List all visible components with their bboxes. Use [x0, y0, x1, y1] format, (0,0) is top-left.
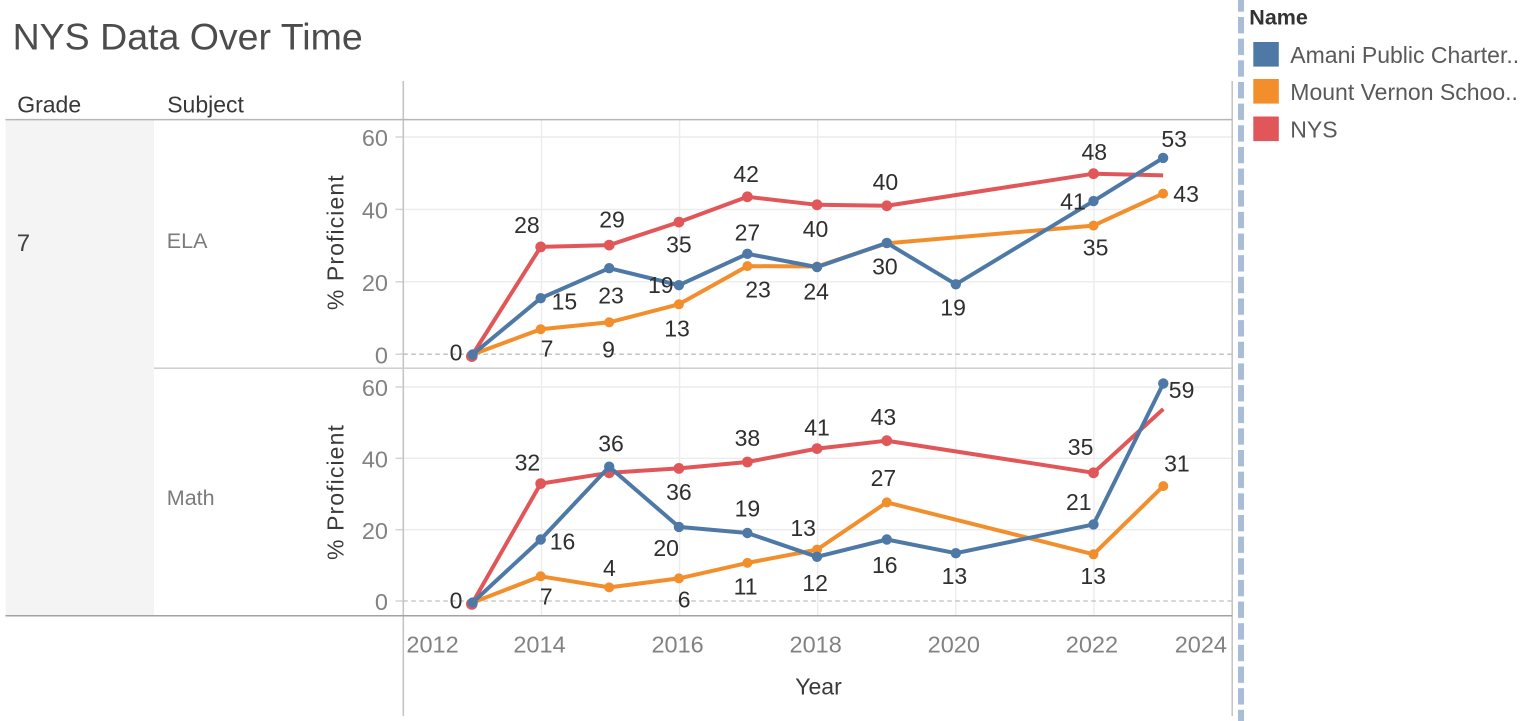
svg-text:7: 7: [541, 335, 554, 361]
svg-text:41: 41: [804, 414, 830, 440]
svg-text:0: 0: [375, 589, 388, 615]
svg-text:9: 9: [602, 337, 615, 363]
svg-text:27: 27: [871, 465, 897, 491]
svg-text:7: 7: [540, 584, 553, 610]
svg-text:43: 43: [871, 404, 897, 430]
svg-text:2016: 2016: [651, 632, 703, 658]
svg-text:Name: Name: [1249, 6, 1308, 30]
svg-text:13: 13: [664, 316, 690, 342]
svg-text:35: 35: [1083, 235, 1109, 261]
svg-text:16: 16: [550, 529, 576, 555]
svg-text:21: 21: [1066, 489, 1092, 515]
svg-text:7: 7: [17, 230, 30, 257]
svg-text:38: 38: [735, 425, 761, 451]
svg-text:4: 4: [603, 555, 616, 581]
svg-text:19: 19: [648, 272, 674, 298]
svg-text:% Proficient: % Proficient: [323, 174, 349, 310]
svg-text:32: 32: [515, 449, 541, 475]
svg-text:40: 40: [803, 216, 829, 242]
svg-text:13: 13: [1080, 563, 1106, 589]
svg-text:6: 6: [678, 586, 691, 612]
svg-text:59: 59: [1169, 377, 1195, 403]
svg-text:24: 24: [803, 278, 829, 304]
svg-text:% Proficient: % Proficient: [323, 424, 349, 560]
svg-text:2020: 2020: [928, 632, 980, 658]
svg-text:40: 40: [362, 446, 388, 472]
svg-text:2012: 2012: [406, 632, 458, 658]
svg-text:23: 23: [745, 276, 771, 302]
svg-text:35: 35: [1068, 434, 1094, 460]
svg-text:Subject: Subject: [167, 91, 244, 117]
svg-text:23: 23: [598, 283, 624, 309]
svg-text:35: 35: [666, 232, 692, 258]
svg-text:19: 19: [735, 495, 761, 521]
svg-text:2022: 2022: [1066, 632, 1118, 658]
svg-text:Amani Public Charter..: Amani Public Charter..: [1290, 42, 1519, 68]
svg-text:40: 40: [873, 169, 899, 195]
svg-text:60: 60: [362, 375, 388, 401]
svg-text:0: 0: [375, 342, 388, 368]
svg-text:15: 15: [552, 289, 578, 315]
svg-text:30: 30: [872, 253, 898, 279]
svg-text:20: 20: [362, 518, 388, 544]
svg-text:NYS: NYS: [1290, 116, 1337, 142]
svg-text:Math: Math: [167, 486, 215, 510]
svg-text:Mount Vernon Schoo..: Mount Vernon Schoo..: [1290, 79, 1518, 105]
svg-text:13: 13: [790, 515, 816, 541]
svg-text:31: 31: [1164, 450, 1190, 476]
svg-text:27: 27: [735, 219, 761, 245]
svg-text:36: 36: [666, 479, 692, 505]
svg-text:60: 60: [362, 125, 388, 151]
svg-text:2014: 2014: [513, 632, 565, 658]
svg-text:19: 19: [940, 295, 966, 321]
svg-text:0: 0: [450, 340, 463, 366]
svg-text:40: 40: [362, 198, 388, 224]
svg-text:41: 41: [1060, 188, 1086, 214]
svg-text:Grade: Grade: [17, 91, 81, 117]
svg-text:0: 0: [450, 588, 463, 614]
svg-text:20: 20: [362, 270, 388, 296]
svg-text:13: 13: [942, 563, 968, 589]
svg-text:NYS Data Over Time: NYS Data Over Time: [13, 16, 363, 58]
svg-text:42: 42: [733, 161, 759, 187]
svg-text:2024: 2024: [1175, 632, 1227, 658]
svg-text:12: 12: [802, 570, 828, 596]
svg-text:43: 43: [1173, 181, 1199, 207]
svg-text:2018: 2018: [790, 632, 842, 658]
svg-text:36: 36: [598, 430, 624, 456]
svg-text:28: 28: [514, 212, 540, 238]
svg-text:29: 29: [599, 206, 625, 232]
svg-text:53: 53: [1161, 126, 1187, 152]
svg-text:16: 16: [872, 552, 898, 578]
svg-text:Year: Year: [795, 673, 842, 699]
svg-text:11: 11: [734, 574, 758, 600]
svg-text:ELA: ELA: [167, 229, 208, 253]
svg-text:20: 20: [653, 535, 679, 561]
svg-text:48: 48: [1082, 139, 1108, 165]
